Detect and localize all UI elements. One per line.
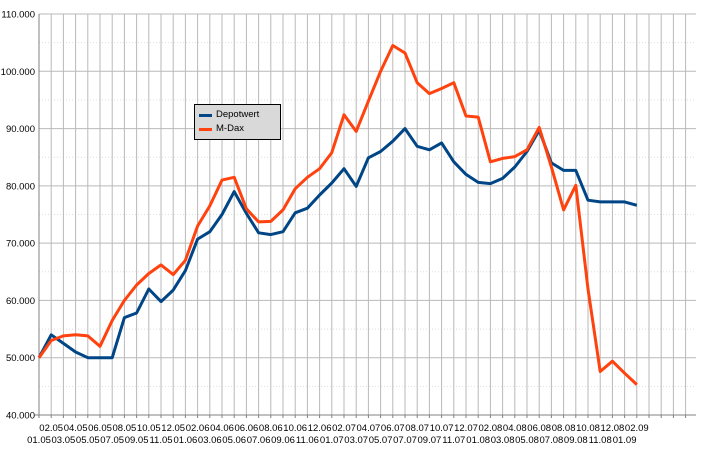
x-tick-label: 07.08 bbox=[540, 435, 564, 446]
x-tick-label: 02.06 bbox=[186, 423, 210, 434]
x-tick-label: 07.06 bbox=[247, 435, 271, 446]
x-tick-label: 12.08 bbox=[601, 423, 625, 434]
y-tick-label: 100.000 bbox=[1, 67, 35, 78]
x-tick-label: 04.07 bbox=[357, 423, 381, 434]
x-tick-label: 08.07 bbox=[405, 423, 429, 434]
x-tick-label: 06.06 bbox=[235, 423, 259, 434]
x-tick-label: 03.06 bbox=[198, 435, 222, 446]
y-tick-label: 50.000 bbox=[6, 353, 35, 364]
y-tick-label: 80.000 bbox=[6, 181, 35, 192]
x-tick-label: 10.07 bbox=[430, 423, 454, 434]
x-tick-label: 02.08 bbox=[479, 423, 503, 434]
x-tick-label: 04.06 bbox=[210, 423, 234, 434]
legend-line-depotwert-icon bbox=[199, 113, 212, 117]
chart-legend: Depotwert M-Dax bbox=[194, 104, 281, 140]
x-tick-label: 01.09 bbox=[613, 435, 637, 446]
x-tick-label: 07.05 bbox=[100, 435, 124, 446]
x-tick-label: 10.06 bbox=[283, 423, 307, 434]
x-tick-label: 03.05 bbox=[52, 435, 76, 446]
x-tick-label: 04.05 bbox=[64, 423, 88, 434]
x-tick-label: 01.07 bbox=[320, 435, 344, 446]
x-tick-label: 02.07 bbox=[332, 423, 356, 434]
x-tick-label: 11.08 bbox=[589, 435, 612, 446]
x-tick-label: 05.06 bbox=[222, 435, 246, 446]
x-tick-label: 02.05 bbox=[39, 423, 63, 434]
x-tick-label: 03.08 bbox=[491, 435, 515, 446]
y-tick-label: 40.000 bbox=[6, 411, 35, 422]
y-tick-label: 90.000 bbox=[6, 124, 35, 135]
x-tick-label: 06.08 bbox=[527, 423, 551, 434]
x-tick-label: 09.07 bbox=[418, 435, 442, 446]
x-tick-label: 12.06 bbox=[308, 423, 332, 434]
x-tick-label: 09.05 bbox=[125, 435, 149, 446]
legend-item-mdax: M-Dax bbox=[199, 122, 277, 136]
x-tick-label: 12.07 bbox=[454, 423, 478, 434]
x-tick-label: 05.05 bbox=[76, 435, 100, 446]
x-tick-label: 06.05 bbox=[88, 423, 112, 434]
x-tick-label: 03.07 bbox=[344, 435, 368, 446]
x-tick-label: 06.07 bbox=[381, 423, 405, 434]
x-tick-label: 05.07 bbox=[369, 435, 393, 446]
x-tick-label: 08.06 bbox=[259, 423, 283, 434]
y-tick-label: 60.000 bbox=[6, 296, 35, 307]
x-tick-label: 11.07 bbox=[442, 435, 465, 446]
x-tick-label: 09.08 bbox=[564, 435, 588, 446]
x-tick-label: 01.05 bbox=[27, 435, 51, 446]
x-tick-label: 10.05 bbox=[137, 423, 161, 434]
x-tick-label: 04.08 bbox=[503, 423, 527, 434]
x-tick-label: 09.06 bbox=[271, 435, 295, 446]
x-tick-label: 01.06 bbox=[174, 435, 198, 446]
x-tick-label: 05.08 bbox=[515, 435, 539, 446]
legend-item-depotwert: Depotwert bbox=[199, 108, 277, 122]
legend-label-depotwert: Depotwert bbox=[216, 109, 260, 120]
x-tick-label: 01.08 bbox=[466, 435, 490, 446]
x-tick-label: 11.05 bbox=[149, 435, 172, 446]
x-tick-label: 08.08 bbox=[552, 423, 576, 434]
legend-line-mdax-icon bbox=[199, 127, 212, 131]
x-tick-label: 12.05 bbox=[161, 423, 185, 434]
x-tick-label: 11.06 bbox=[296, 435, 319, 446]
x-tick-label: 07.07 bbox=[393, 435, 417, 446]
x-tick-label: 02.09 bbox=[625, 423, 649, 434]
x-tick-label: 08.05 bbox=[113, 423, 137, 434]
y-tick-label: 110.000 bbox=[1, 10, 35, 21]
y-tick-label: 70.000 bbox=[6, 239, 35, 250]
series-line-m-dax bbox=[37, 44, 638, 386]
x-tick-label: 10.08 bbox=[576, 423, 600, 434]
legend-label-mdax: M-Dax bbox=[216, 123, 244, 134]
